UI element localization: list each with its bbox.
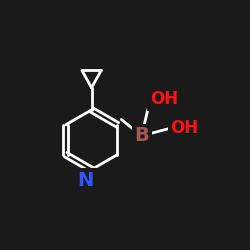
Text: N: N (78, 171, 94, 190)
Text: OH: OH (170, 119, 198, 137)
Text: B: B (134, 126, 149, 146)
Text: OH: OH (150, 90, 178, 108)
